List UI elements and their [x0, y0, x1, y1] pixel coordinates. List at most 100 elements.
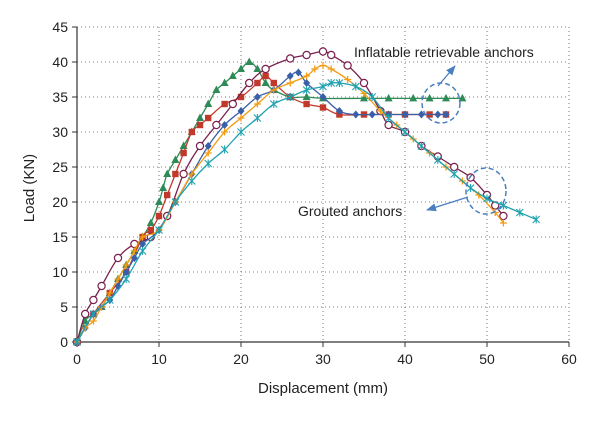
inflatable-arrow	[437, 65, 456, 87]
data-point-marker	[483, 194, 491, 203]
data-point-marker	[179, 169, 188, 179]
data-point-marker	[245, 57, 254, 65]
y-tick-label: 35	[52, 89, 68, 105]
data-point-marker	[335, 79, 344, 87]
grouted-arrow	[426, 196, 469, 212]
data-point-marker	[351, 82, 360, 91]
data-point-marker	[286, 93, 295, 101]
y-tick-label: 20	[52, 194, 68, 210]
data-point-marker	[335, 107, 343, 115]
data-point-marker	[442, 93, 450, 102]
series-star	[73, 79, 541, 346]
data-point-marker	[417, 110, 425, 119]
data-point-marker	[80, 309, 90, 319]
data-point-marker	[212, 120, 221, 130]
data-point-marker	[311, 65, 319, 73]
y-tick-label: 15	[52, 229, 68, 245]
data-point-marker	[237, 114, 245, 122]
series-line	[76, 64, 504, 343]
data-point-marker	[163, 169, 172, 177]
series-plus	[73, 62, 507, 346]
data-point-marker	[401, 128, 409, 136]
data-point-marker	[261, 64, 270, 74]
data-point-marker	[270, 79, 277, 87]
data-point-marker	[139, 233, 147, 241]
data-point-marker	[319, 104, 327, 111]
data-point-marker	[106, 289, 114, 297]
data-point-marker	[81, 316, 90, 324]
data-point-marker	[139, 240, 147, 248]
series-triangle	[73, 57, 467, 345]
data-point-marker	[228, 99, 237, 109]
data-point-marker	[237, 128, 245, 136]
data-point-marker	[205, 114, 212, 122]
data-point-marker	[73, 338, 81, 346]
data-point-marker	[319, 82, 327, 91]
data-point-marker	[204, 142, 212, 150]
data-point-marker	[122, 268, 130, 276]
x-tick-label: 0	[73, 351, 81, 367]
data-point-marker	[180, 149, 187, 157]
annotation-grouted-anchors: Grouted anchors	[298, 203, 402, 219]
data-point-marker	[155, 197, 163, 205]
data-point-marker	[155, 226, 163, 234]
data-point-marker	[221, 121, 229, 129]
data-point-marker	[89, 295, 98, 305]
data-point-marker	[450, 162, 459, 172]
data-point-marker	[425, 93, 434, 102]
data-point-marker	[343, 61, 352, 70]
data-point-marker	[155, 212, 163, 220]
data-point-marker	[237, 107, 245, 115]
data-point-marker	[458, 93, 467, 102]
data-point-marker	[253, 114, 262, 122]
data-point-marker	[195, 141, 205, 151]
y-tick-label: 30	[52, 124, 68, 140]
data-point-marker	[442, 110, 450, 119]
data-point-marker	[147, 226, 154, 234]
data-point-marker	[253, 64, 262, 72]
data-point-marker	[228, 71, 237, 79]
data-point-marker	[344, 76, 352, 83]
data-point-marker	[187, 177, 196, 185]
data-point-marker	[105, 296, 114, 304]
data-point-marker	[221, 100, 228, 108]
data-point-marker	[360, 93, 368, 102]
data-point-marker	[262, 72, 269, 80]
y-tick-label: 40	[52, 54, 68, 70]
annotation-inflatable-retrievable: Inflatable retrievable anchors	[354, 44, 534, 60]
data-point-marker	[401, 110, 409, 119]
data-point-marker	[172, 170, 179, 178]
data-point-marker	[450, 170, 459, 178]
data-point-marker	[303, 72, 311, 80]
data-point-marker	[188, 128, 195, 136]
x-tick-label: 30	[315, 351, 331, 367]
data-point-marker	[204, 149, 212, 157]
x-tick-label: 10	[151, 351, 167, 367]
data-point-marker	[302, 50, 311, 60]
axes	[72, 26, 570, 347]
data-point-marker	[130, 254, 138, 262]
y-tick-label: 5	[60, 299, 68, 315]
data-point-marker	[286, 79, 294, 87]
data-point-marker	[318, 47, 328, 56]
data-point-marker	[89, 310, 98, 318]
data-point-marker	[327, 65, 335, 73]
data-point-marker	[171, 198, 180, 206]
data-point-marker	[384, 114, 393, 122]
data-point-marker	[130, 247, 138, 255]
x-axis-title: Displacement (mm)	[258, 380, 388, 397]
x-tick-label: 60	[561, 351, 577, 367]
data-point-marker	[237, 64, 245, 72]
data-point-marker	[159, 183, 168, 191]
data-point-marker	[237, 93, 245, 101]
x-tick-label: 40	[397, 351, 413, 367]
data-point-marker	[171, 155, 180, 163]
y-tick-label: 10	[52, 264, 68, 280]
data-point-marker	[261, 78, 270, 86]
data-point-marker	[138, 247, 147, 255]
data-point-marker	[384, 120, 393, 130]
data-point-marker	[368, 110, 376, 119]
data-point-marker	[303, 100, 310, 108]
data-point-marker	[417, 142, 426, 150]
